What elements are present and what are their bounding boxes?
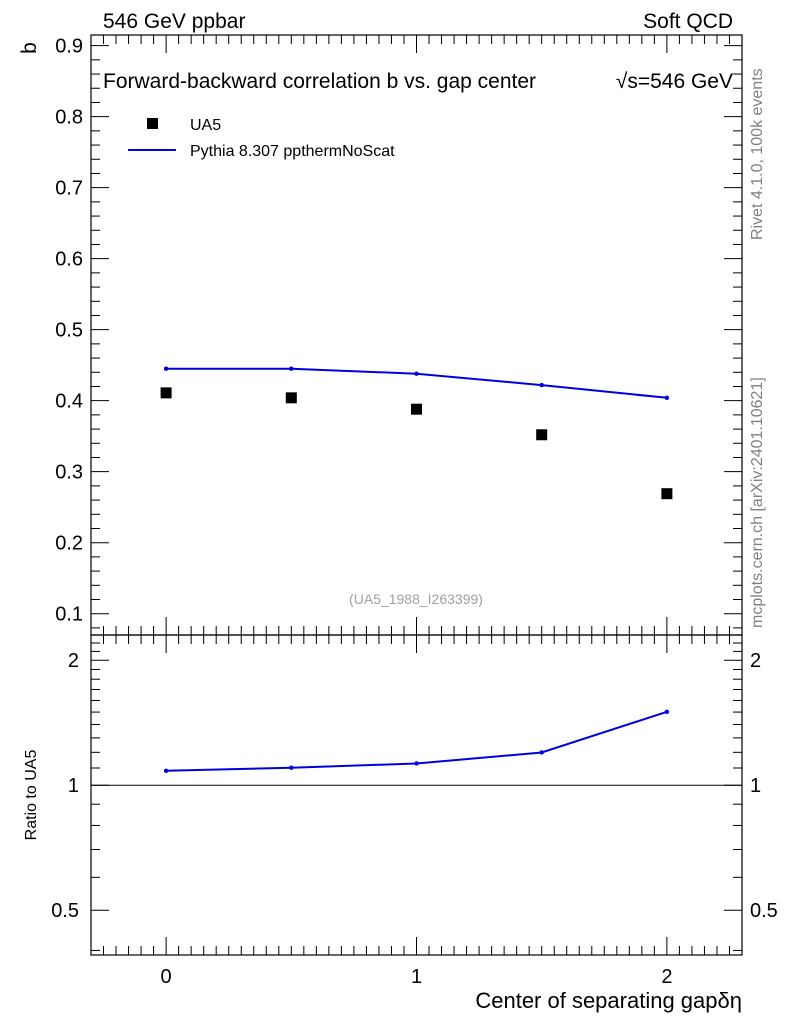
x-tick-label: 0 bbox=[161, 966, 172, 988]
ratio-mc-point bbox=[664, 709, 670, 715]
ratio-y-tick-label-right: 2 bbox=[750, 650, 761, 672]
plot-title-energy: √s=546 GeV bbox=[616, 70, 733, 93]
x-tick-label: 2 bbox=[661, 966, 672, 988]
ratio-y-tick-label: 1 bbox=[68, 775, 79, 797]
legend-mc-label: Pythia 8.307 ppthermNoScat bbox=[190, 143, 395, 160]
ratio-x-axis: 0 1 2 bbox=[90, 635, 743, 988]
data-point bbox=[285, 392, 297, 404]
y-tick-label: 0.1 bbox=[55, 604, 83, 626]
main-plot-frame bbox=[90, 34, 743, 636]
mc-point bbox=[664, 395, 670, 401]
y-tick-label: 0.7 bbox=[55, 178, 83, 200]
y-tick-label: 0.5 bbox=[55, 320, 83, 342]
ratio-series bbox=[163, 709, 670, 774]
x-axis-label: Center of separating gapδη bbox=[475, 988, 742, 1013]
y-tick-label: 0.6 bbox=[55, 249, 83, 271]
plot-title: Forward-backward correlation b vs. gap c… bbox=[103, 70, 536, 93]
analysis-watermark: (UA5_1988_I263399) bbox=[349, 591, 483, 607]
main-panel: 0.1 0.2 0.3 0.4 0.5 0.6 0.7 0.8 0.9 b Forward-ba… bbox=[18, 34, 743, 636]
y-tick-label: 0.3 bbox=[55, 462, 83, 484]
main-y-axis: 0.1 0.2 0.3 0.4 0.5 0.6 0.7 0.8 0.9 bbox=[55, 36, 742, 629]
y-axis-label: b bbox=[18, 42, 41, 54]
header-energy-label: 546 GeV ppbar bbox=[103, 10, 245, 33]
legend: UA5 Pythia 8.307 ppthermNoScat bbox=[128, 117, 395, 160]
legend-data-label: UA5 bbox=[190, 117, 221, 134]
main-x-ticks bbox=[90, 35, 743, 635]
ratio-y-tick-label: 0.5 bbox=[51, 900, 79, 922]
ratio-y-tick-label: 2 bbox=[68, 650, 79, 672]
ratio-panel: 0.5 0.5 1 1 2 2 0 1 2 Ratio to UA5 bbox=[23, 634, 778, 988]
ratio-y-tick-label-right: 0.5 bbox=[750, 900, 778, 922]
mc-point bbox=[539, 382, 544, 388]
ratio-mc-point bbox=[163, 768, 169, 774]
header-category-label: Soft QCD bbox=[643, 10, 733, 33]
ratio-mc-point bbox=[289, 765, 294, 770]
ratio-mc-point bbox=[414, 761, 419, 766]
y-tick-label: 0.2 bbox=[55, 533, 83, 555]
mcplots-label: mcplots.cern.ch [arXiv:2401.10621] bbox=[749, 377, 766, 628]
rivet-version-label: Rivet 4.1.0, 100k events bbox=[749, 68, 766, 240]
legend-data-marker bbox=[147, 118, 158, 129]
x-tick-label: 1 bbox=[411, 966, 422, 988]
data-point bbox=[661, 488, 673, 500]
data-point bbox=[411, 403, 422, 415]
main-series bbox=[160, 366, 673, 500]
data-point bbox=[160, 387, 172, 399]
mc-point bbox=[289, 366, 294, 371]
ratio-plot-frame bbox=[90, 634, 743, 956]
ratio-y-axis: 0.5 0.5 1 1 2 2 bbox=[51, 642, 778, 951]
ratio-y-axis-label: Ratio to UA5 bbox=[23, 750, 40, 841]
ratio-mc-point bbox=[539, 750, 544, 755]
y-tick-label: 0.4 bbox=[55, 391, 83, 413]
data-point bbox=[536, 429, 548, 441]
ratio-y-tick-label-right: 1 bbox=[750, 775, 761, 797]
y-tick-label: 0.9 bbox=[55, 36, 83, 58]
y-tick-label: 0.8 bbox=[55, 107, 83, 129]
mc-point bbox=[163, 366, 169, 371]
mc-point bbox=[414, 371, 419, 376]
